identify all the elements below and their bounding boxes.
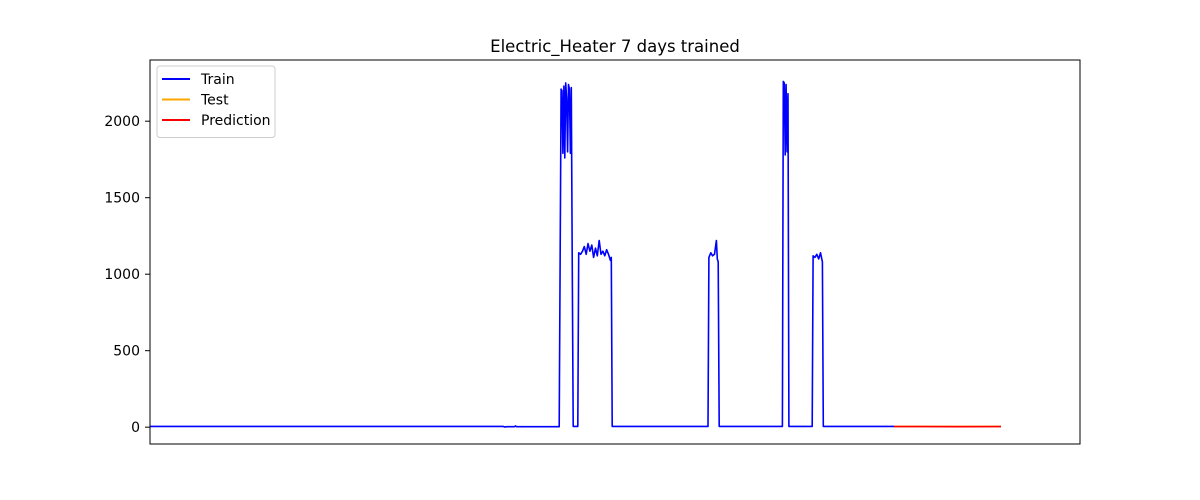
legend-label-test: Test [200, 93, 229, 109]
y-tick-label: 500 [113, 344, 140, 360]
plot-frame [149, 59, 1081, 445]
y-axis: 0 500 1000 1500 2000 [104, 114, 150, 436]
series-layer [150, 80, 1002, 428]
y-tick-label: 2000 [104, 114, 140, 130]
chart-title: Electric_Heater 7 days trained [490, 37, 740, 57]
legend-label-prediction: Prediction [201, 113, 271, 129]
series-line-train [150, 80, 894, 428]
y-tick-label: 1500 [104, 191, 140, 207]
y-tick-label: 0 [131, 420, 140, 436]
legend-label-train: Train [200, 72, 235, 88]
y-tick-label: 1000 [104, 267, 140, 283]
legend: Train Test Prediction [156, 65, 276, 138]
